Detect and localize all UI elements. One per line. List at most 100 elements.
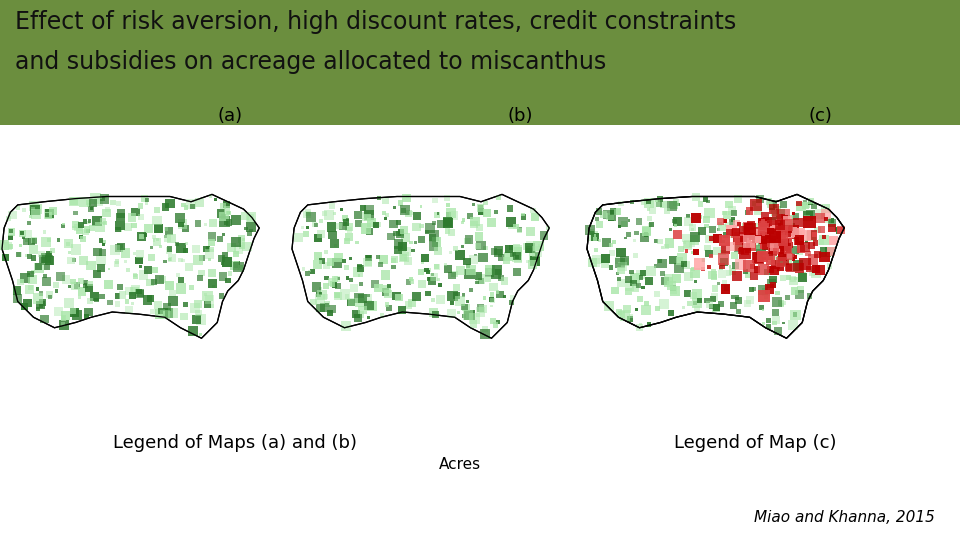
- Bar: [120, 230, 123, 232]
- Bar: [757, 231, 765, 239]
- Bar: [226, 219, 232, 226]
- Bar: [769, 226, 779, 235]
- Bar: [398, 242, 407, 251]
- Bar: [790, 276, 796, 282]
- Bar: [613, 209, 620, 215]
- Bar: [815, 213, 825, 223]
- Bar: [588, 231, 598, 241]
- Bar: [771, 231, 776, 236]
- Bar: [693, 301, 697, 305]
- Bar: [600, 212, 607, 219]
- Bar: [649, 221, 655, 227]
- Bar: [514, 224, 519, 230]
- Bar: [744, 224, 756, 236]
- Bar: [429, 231, 440, 241]
- Bar: [358, 274, 360, 277]
- Bar: [115, 293, 120, 299]
- Bar: [159, 245, 162, 248]
- Bar: [444, 228, 450, 234]
- Bar: [766, 232, 779, 245]
- Bar: [346, 276, 349, 280]
- Bar: [138, 233, 144, 239]
- Bar: [780, 247, 787, 254]
- Bar: [131, 302, 134, 305]
- Bar: [708, 271, 717, 279]
- Text: (c): (c): [808, 107, 832, 125]
- Bar: [53, 282, 60, 288]
- Bar: [588, 258, 597, 267]
- Bar: [815, 265, 826, 275]
- Bar: [97, 264, 105, 272]
- Bar: [181, 203, 185, 207]
- Bar: [449, 251, 452, 254]
- Bar: [697, 214, 702, 219]
- Text: Effect of risk aversion, high discount rates, credit constraints: Effect of risk aversion, high discount r…: [15, 10, 736, 34]
- Bar: [130, 292, 136, 299]
- Bar: [233, 261, 244, 272]
- Bar: [147, 295, 154, 302]
- Bar: [182, 301, 188, 307]
- Bar: [134, 256, 142, 264]
- Bar: [402, 247, 411, 256]
- Bar: [467, 213, 472, 219]
- Bar: [148, 254, 155, 261]
- Bar: [347, 218, 349, 221]
- Bar: [490, 298, 494, 302]
- Bar: [465, 235, 473, 244]
- Bar: [60, 310, 70, 320]
- Bar: [17, 279, 24, 285]
- Bar: [621, 258, 630, 266]
- Bar: [821, 247, 830, 258]
- Bar: [208, 258, 211, 261]
- Bar: [228, 211, 230, 214]
- Bar: [762, 257, 765, 260]
- Bar: [204, 295, 214, 304]
- Bar: [732, 262, 739, 269]
- Bar: [238, 265, 243, 270]
- Bar: [186, 199, 197, 209]
- Bar: [138, 270, 148, 280]
- Bar: [5, 242, 12, 249]
- Bar: [490, 292, 494, 297]
- Bar: [793, 218, 803, 227]
- Bar: [791, 287, 798, 295]
- Bar: [654, 265, 658, 268]
- Bar: [305, 271, 310, 276]
- Bar: [658, 259, 667, 268]
- Bar: [329, 305, 336, 313]
- Bar: [231, 215, 241, 225]
- Bar: [772, 297, 782, 307]
- Bar: [511, 253, 514, 256]
- Bar: [642, 226, 651, 235]
- Bar: [496, 291, 504, 298]
- Bar: [115, 227, 121, 232]
- Bar: [498, 254, 505, 261]
- Bar: [90, 193, 101, 204]
- Bar: [642, 227, 651, 236]
- Bar: [208, 269, 216, 277]
- Bar: [157, 308, 163, 314]
- Bar: [756, 231, 760, 234]
- Bar: [733, 245, 742, 252]
- Bar: [610, 208, 616, 215]
- Bar: [639, 275, 643, 280]
- Bar: [319, 258, 324, 264]
- Bar: [792, 235, 796, 239]
- Bar: [770, 282, 776, 288]
- Bar: [76, 227, 83, 234]
- Bar: [399, 252, 409, 262]
- Bar: [800, 230, 810, 241]
- Bar: [773, 223, 782, 233]
- Bar: [818, 239, 825, 246]
- Bar: [743, 269, 748, 274]
- Bar: [779, 300, 784, 306]
- Bar: [73, 211, 78, 215]
- Bar: [184, 205, 188, 210]
- Bar: [295, 233, 303, 242]
- Bar: [33, 204, 42, 213]
- Bar: [204, 293, 206, 296]
- Bar: [224, 206, 229, 212]
- Bar: [630, 273, 640, 284]
- Bar: [340, 208, 343, 211]
- Bar: [79, 235, 84, 239]
